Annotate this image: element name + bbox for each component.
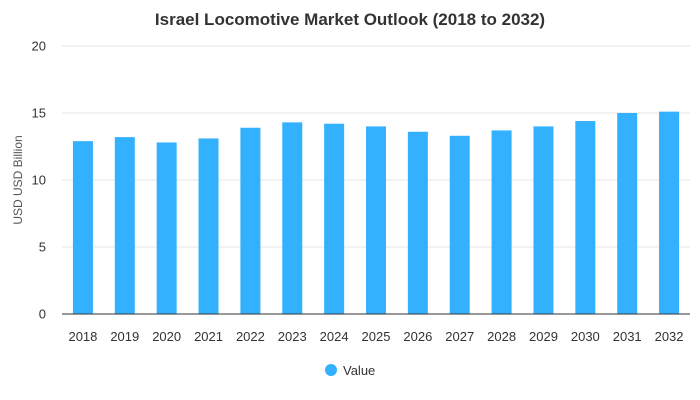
y-tick-label: 5	[39, 240, 46, 255]
bar-2018[interactable]	[72, 141, 93, 314]
x-tick-label: 2031	[613, 329, 642, 344]
x-tick-label: 2024	[320, 329, 349, 344]
x-tick-label: 2029	[529, 329, 558, 344]
legend[interactable]: Value	[325, 363, 375, 378]
bar-2029[interactable]	[533, 126, 554, 315]
bar-2020[interactable]	[156, 142, 177, 314]
x-tick-label: 2019	[110, 329, 139, 344]
chart-title: Israel Locomotive Market Outlook (2018 t…	[155, 10, 545, 29]
bars	[72, 111, 680, 315]
y-tick-label: 15	[32, 106, 46, 121]
x-tick-label: 2028	[487, 329, 516, 344]
bar-2032[interactable]	[659, 111, 680, 314]
x-tick-label: 2025	[362, 329, 391, 344]
x-tick-label: 2032	[655, 329, 684, 344]
bar-2023[interactable]	[282, 122, 303, 314]
x-tick-label: 2022	[236, 329, 265, 344]
bar-2025[interactable]	[366, 126, 386, 315]
y-tick-label: 0	[39, 307, 46, 322]
x-axis-ticks: 2018 2019 2020 2021 2022 2023 2024 2025 2026 2027…	[68, 329, 683, 344]
bar-2027[interactable]	[449, 135, 470, 314]
legend-marker	[325, 364, 337, 376]
bar-2028[interactable]	[491, 130, 512, 314]
y-axis-label: USD USD Billion	[11, 135, 25, 224]
bar-2031[interactable]	[617, 113, 638, 314]
x-tick-label: 2026	[403, 329, 432, 344]
bar-2019[interactable]	[114, 137, 135, 314]
bar-2022[interactable]	[240, 127, 261, 315]
y-axis-ticks: 0 5 10 15 20	[32, 39, 46, 322]
x-tick-label: 2030	[571, 329, 600, 344]
bar-2030[interactable]	[575, 121, 596, 314]
x-tick-label: 2027	[445, 329, 474, 344]
x-tick-label: 2021	[194, 329, 223, 344]
x-tick-label: 2018	[68, 329, 97, 344]
bar-2026[interactable]	[407, 131, 428, 314]
legend-label: Value	[343, 363, 375, 378]
bar-2021[interactable]	[198, 138, 219, 314]
y-tick-label: 10	[32, 173, 46, 188]
x-tick-label: 2023	[278, 329, 307, 344]
bar-2024[interactable]	[324, 123, 345, 314]
x-tick-label: 2020	[152, 329, 181, 344]
y-tick-label: 20	[32, 39, 46, 54]
